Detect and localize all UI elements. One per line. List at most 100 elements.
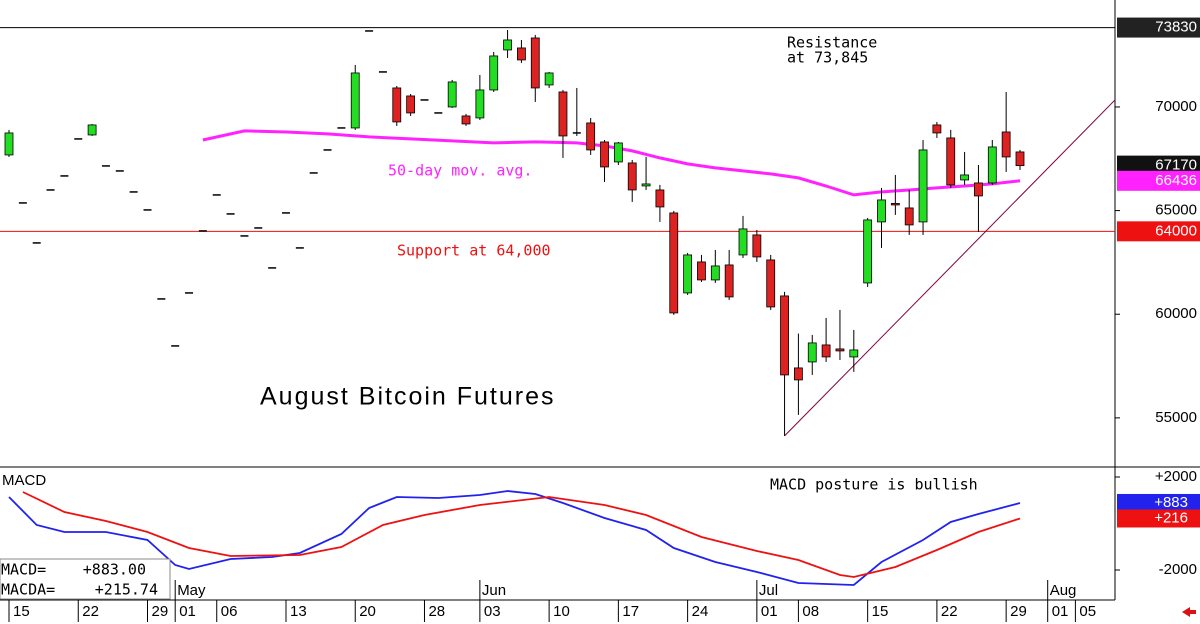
- x-tick-label: 06: [221, 603, 238, 620]
- candle-body: [835, 348, 845, 352]
- candle-body: [807, 342, 817, 363]
- candle-body: [946, 137, 956, 186]
- candle-body: [1015, 151, 1025, 167]
- chart-title: August Bitcoin Futures: [260, 383, 556, 411]
- candle-body: [669, 212, 679, 314]
- candle-body: [475, 89, 485, 119]
- value-tag: [1117, 493, 1200, 512]
- candle-body: [710, 265, 720, 281]
- x-tick-label: 29: [151, 603, 168, 620]
- macd-line: [22, 491, 1021, 578]
- trend-line: [784, 99, 1115, 437]
- price-tag-label: 73830: [1155, 19, 1197, 36]
- candle-body: [87, 124, 97, 136]
- value-tag-label: +216: [1154, 509, 1188, 526]
- annotation: at 73,845: [787, 49, 868, 67]
- x-tick-label: 28: [428, 603, 445, 620]
- candle-body: [960, 174, 969, 181]
- candle-body: [517, 47, 526, 61]
- candle-body: [697, 261, 706, 281]
- candle-body: [890, 203, 900, 206]
- candle-body: [392, 87, 402, 123]
- candle-body: [877, 199, 886, 223]
- readout-name: MACDA=: [1, 581, 55, 599]
- x-tick-label: 01: [179, 603, 196, 620]
- y-tick-label: +2000: [1155, 468, 1197, 485]
- candle-body: [974, 182, 983, 197]
- candle-body: [821, 344, 831, 358]
- candle-body: [1001, 131, 1011, 158]
- price-tag-label: 67170: [1155, 157, 1197, 174]
- y-tick-label: 55000: [1155, 409, 1197, 426]
- candle-body: [724, 264, 734, 298]
- x-tick-label: 15: [872, 603, 889, 620]
- candle-body: [461, 115, 471, 125]
- x-tick-label: 17: [622, 603, 639, 620]
- macd-line: [8, 490, 1021, 586]
- value-tag-label: +883: [1154, 494, 1188, 511]
- price-tag: [1117, 221, 1200, 242]
- candle-body: [627, 162, 637, 191]
- x-tick-label: 24: [692, 603, 709, 620]
- candle-body: [503, 39, 512, 51]
- candle-body: [613, 142, 623, 163]
- candle-body: [987, 146, 997, 184]
- arrow-icon: [1182, 607, 1196, 617]
- price-tag: [1117, 17, 1200, 38]
- candle-body: [558, 91, 568, 137]
- candle-body: [530, 37, 540, 89]
- x-tick-label: 13: [290, 603, 307, 620]
- x-tick-label: 29: [1010, 603, 1027, 620]
- candle-body: [350, 72, 360, 129]
- x-tick-label: 08: [802, 603, 819, 620]
- month-label: Jul: [759, 582, 778, 599]
- x-tick-label: 03: [484, 603, 501, 620]
- y-tick-label: 60000: [1155, 305, 1197, 322]
- candle-body: [641, 183, 651, 187]
- candle-body: [849, 349, 859, 358]
- annotation: MACD posture is bullish: [770, 476, 978, 494]
- candle-body: [780, 295, 789, 376]
- price-tag: [1117, 170, 1200, 191]
- candle-body: [655, 189, 665, 208]
- ma-label: 50-day mov. avg.: [388, 162, 533, 180]
- y-tick-label: 70000: [1155, 98, 1197, 115]
- candle-body: [766, 259, 776, 308]
- candle-body: [586, 122, 596, 151]
- readout-value: +215.74: [95, 581, 158, 599]
- price-tag-label: 64000: [1155, 222, 1197, 239]
- x-tick-label: 05: [1079, 603, 1096, 620]
- month-label: Aug: [1050, 582, 1077, 599]
- annotation: Support at 64,000: [397, 242, 551, 260]
- candle-body: [918, 149, 928, 223]
- x-tick-label: 15: [13, 603, 30, 620]
- readout-value: +883.00: [83, 561, 146, 579]
- candle-body: [904, 207, 914, 226]
- x-tick-label: 20: [359, 603, 376, 620]
- candle-body: [738, 228, 748, 256]
- candle-body: [4, 132, 14, 156]
- candle-body: [600, 141, 609, 168]
- x-tick-label: 22: [941, 603, 958, 620]
- candle-body: [794, 367, 803, 381]
- y-tick-label: 65000: [1155, 202, 1197, 219]
- month-label: Jun: [482, 582, 506, 599]
- x-tick-label: 01: [1052, 603, 1069, 620]
- x-tick-label: 01: [761, 603, 778, 620]
- candle-body: [683, 254, 693, 294]
- candle-body: [863, 219, 873, 284]
- candle-body: [489, 55, 499, 91]
- x-tick-label: 10: [553, 603, 570, 620]
- x-tick-label: 22: [82, 603, 99, 620]
- candle-body: [447, 81, 457, 108]
- y-tick-label: -2000: [1159, 561, 1197, 578]
- candle-body: [544, 72, 554, 86]
- value-tag: [1117, 509, 1200, 528]
- annotation: Resistance: [787, 34, 877, 52]
- readout-name: MACD=: [1, 561, 46, 579]
- moving-average: [202, 129, 1021, 197]
- candle-body: [406, 95, 416, 114]
